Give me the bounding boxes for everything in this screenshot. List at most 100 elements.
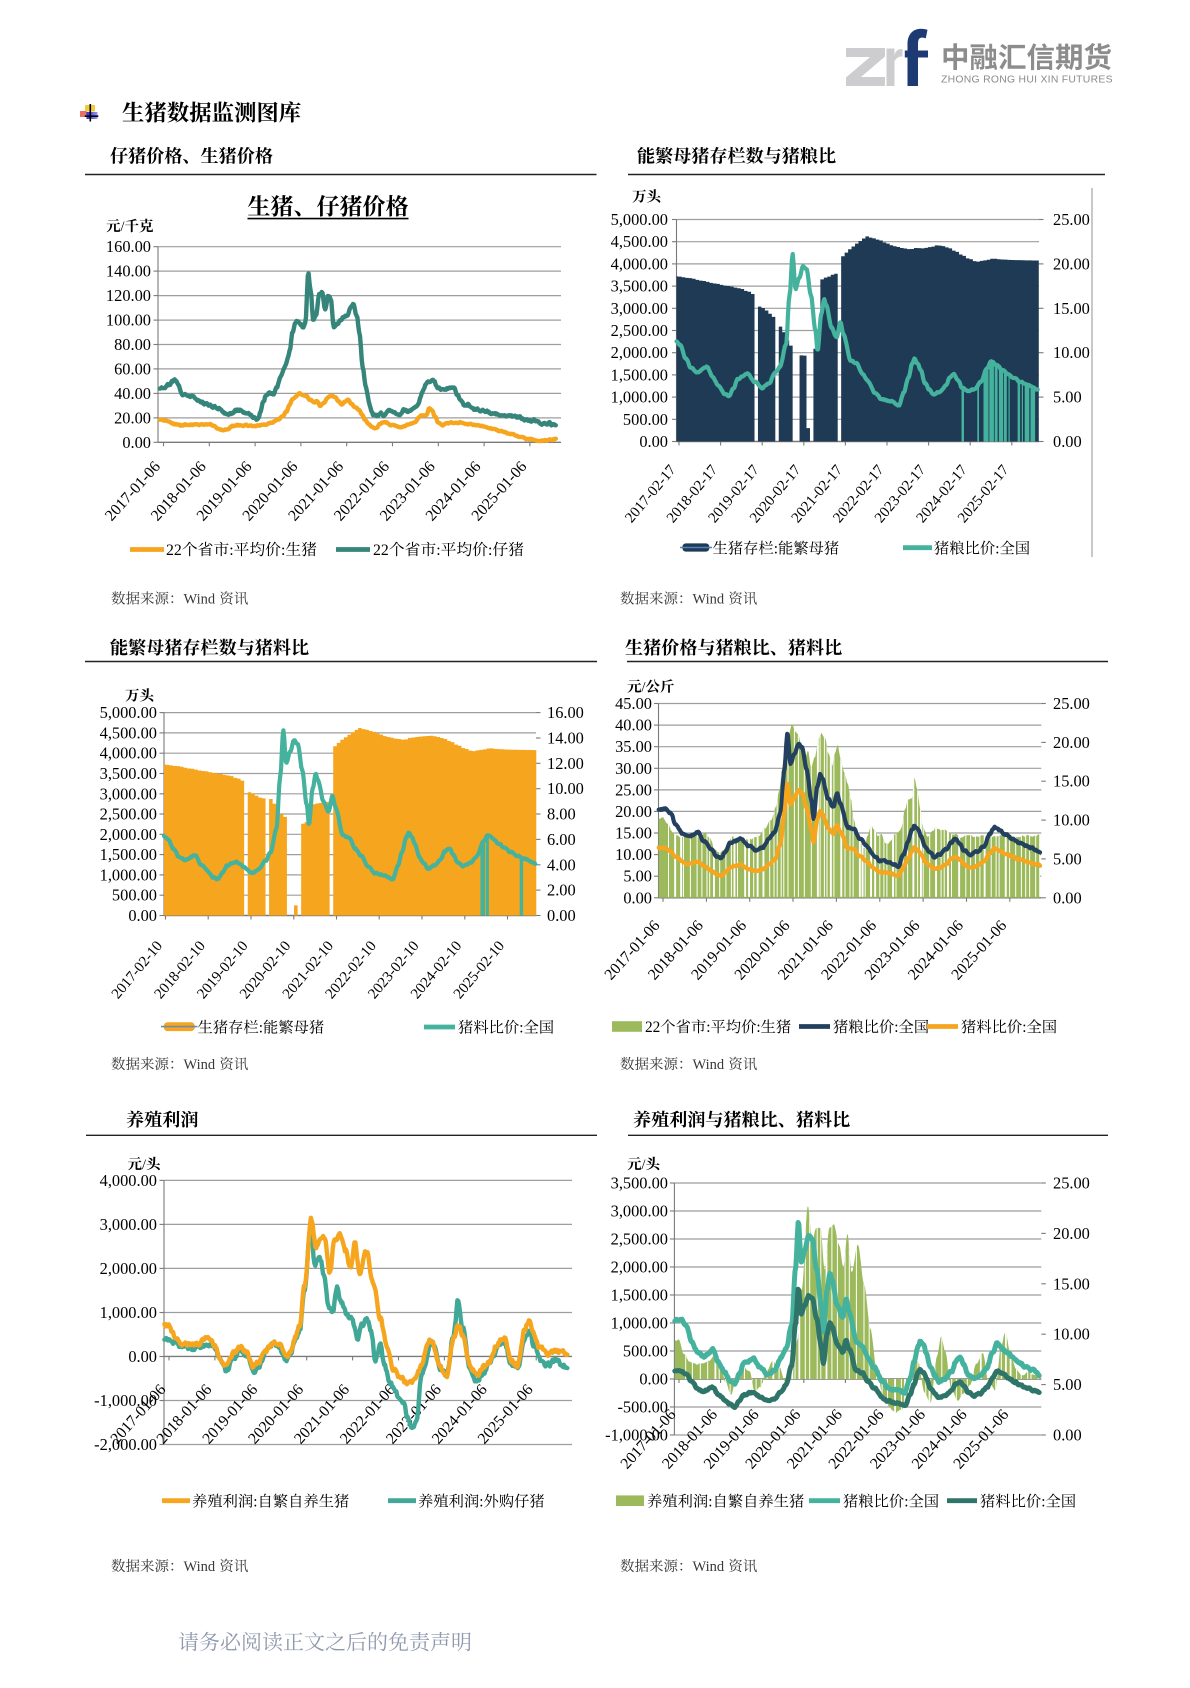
svg-text:500.00: 500.00	[112, 886, 157, 905]
svg-text:25.00: 25.00	[1053, 210, 1090, 229]
svg-text::: :	[488, 542, 492, 559]
svg-text::: :	[706, 1019, 710, 1036]
svg-text:3,500.00: 3,500.00	[611, 1174, 668, 1193]
svg-text:15.00: 15.00	[1053, 1274, 1090, 1293]
svg-text:80.00: 80.00	[114, 335, 151, 354]
svg-text:3,000.00: 3,000.00	[611, 299, 668, 318]
svg-text:4,000.00: 4,000.00	[100, 744, 157, 763]
svg-text:14.00: 14.00	[547, 729, 584, 748]
svg-text:6.00: 6.00	[547, 830, 576, 849]
svg-text:4,000.00: 4,000.00	[611, 254, 668, 273]
svg-text:Wind: Wind	[693, 1559, 725, 1575]
svg-text:0.00: 0.00	[623, 888, 652, 907]
svg-text:2,000.00: 2,000.00	[100, 1259, 157, 1278]
svg-text:/: /	[642, 1157, 647, 1173]
svg-text:40.00: 40.00	[615, 716, 652, 735]
svg-text:25.00: 25.00	[1053, 1174, 1090, 1193]
svg-text:20.00: 20.00	[1053, 1224, 1090, 1243]
svg-text:ZHONG RONG HUI XIN FUTURES: ZHONG RONG HUI XIN FUTURES	[941, 75, 1113, 86]
svg-text:0.00: 0.00	[639, 1370, 668, 1389]
svg-text::: :	[229, 542, 233, 559]
svg-text:/: /	[121, 219, 126, 235]
svg-text:-1,000.00: -1,000.00	[94, 1391, 157, 1410]
svg-text::: :	[281, 542, 285, 559]
svg-text:0.00: 0.00	[1053, 1426, 1082, 1445]
svg-text:20.00: 20.00	[615, 802, 652, 821]
svg-text:15.00: 15.00	[1053, 299, 1090, 318]
svg-text:15.00: 15.00	[615, 824, 652, 843]
svg-text:-2,000.00: -2,000.00	[94, 1435, 157, 1454]
svg-text:0.00: 0.00	[1053, 432, 1082, 451]
svg-text:40.00: 40.00	[114, 384, 151, 403]
svg-text:3,000.00: 3,000.00	[611, 1202, 668, 1221]
svg-text:1,000.00: 1,000.00	[100, 1303, 157, 1322]
svg-text:60.00: 60.00	[114, 359, 151, 378]
svg-text:4.00: 4.00	[547, 855, 576, 874]
svg-text:140.00: 140.00	[106, 262, 151, 281]
svg-text:Wind: Wind	[693, 592, 725, 608]
svg-text:30.00: 30.00	[615, 759, 652, 778]
svg-text::: :	[519, 1020, 523, 1037]
svg-text:/: /	[142, 1157, 147, 1173]
svg-text:3,000.00: 3,000.00	[100, 1215, 157, 1234]
svg-text::: :	[1022, 1019, 1026, 1036]
svg-text:1,500.00: 1,500.00	[611, 1286, 668, 1305]
svg-text:8.00: 8.00	[547, 805, 576, 824]
svg-text:45.00: 45.00	[615, 694, 652, 713]
svg-text:Wind: Wind	[693, 1057, 725, 1073]
svg-text:20.00: 20.00	[1053, 733, 1090, 752]
svg-text::: :	[479, 1494, 483, 1511]
svg-text:5.00: 5.00	[1053, 1375, 1082, 1394]
svg-text:4,500.00: 4,500.00	[100, 723, 157, 742]
svg-text::: :	[774, 541, 778, 558]
svg-text::: :	[1041, 1494, 1045, 1511]
svg-text:5.00: 5.00	[1053, 849, 1082, 868]
svg-text:160.00: 160.00	[106, 237, 151, 256]
svg-text:0.00: 0.00	[1053, 888, 1082, 907]
svg-text:Wind: Wind	[184, 592, 216, 608]
svg-text:20.00: 20.00	[1053, 254, 1090, 273]
svg-text:0.00: 0.00	[639, 432, 668, 451]
svg-text:22: 22	[645, 1019, 660, 1036]
svg-text:10.00: 10.00	[1053, 343, 1090, 362]
svg-text:10.00: 10.00	[1053, 1325, 1090, 1344]
svg-text:5.00: 5.00	[623, 867, 652, 886]
svg-text::: :	[756, 1019, 760, 1036]
svg-text::: :	[253, 1494, 257, 1511]
svg-text::: :	[894, 1019, 898, 1036]
svg-text:25.00: 25.00	[1053, 694, 1090, 713]
svg-text:500.00: 500.00	[623, 1342, 668, 1361]
svg-text:20.00: 20.00	[114, 408, 151, 427]
svg-text:2,000.00: 2,000.00	[611, 343, 668, 362]
svg-text:10.00: 10.00	[615, 845, 652, 864]
svg-text:120.00: 120.00	[106, 286, 151, 305]
svg-text:/: /	[642, 680, 647, 696]
svg-text:0.00: 0.00	[122, 433, 151, 452]
svg-text:2,000.00: 2,000.00	[611, 1258, 668, 1277]
svg-text:5.00: 5.00	[1053, 388, 1082, 407]
svg-text:22: 22	[166, 542, 182, 559]
svg-text::: :	[904, 1494, 908, 1511]
svg-text:100.00: 100.00	[106, 311, 151, 330]
svg-text:4,500.00: 4,500.00	[611, 232, 668, 251]
svg-text:500.00: 500.00	[623, 410, 668, 429]
svg-text:Wind: Wind	[184, 1057, 216, 1073]
svg-text::: :	[708, 1494, 712, 1511]
svg-text::: :	[995, 541, 999, 558]
svg-text:2,500.00: 2,500.00	[100, 805, 157, 824]
svg-text:22: 22	[373, 542, 389, 559]
svg-text:10.00: 10.00	[547, 779, 584, 798]
svg-text:1,000.00: 1,000.00	[611, 388, 668, 407]
svg-text:3,500.00: 3,500.00	[611, 277, 668, 296]
svg-text:2,000.00: 2,000.00	[100, 825, 157, 844]
svg-text:3,500.00: 3,500.00	[100, 764, 157, 783]
svg-text:0.00: 0.00	[128, 906, 157, 925]
svg-text:1,000.00: 1,000.00	[611, 1314, 668, 1333]
svg-text:25.00: 25.00	[615, 780, 652, 799]
svg-text::: :	[259, 1020, 263, 1037]
svg-text:0.00: 0.00	[128, 1347, 157, 1366]
svg-text:-500.00: -500.00	[617, 1398, 668, 1417]
svg-text:3,000.00: 3,000.00	[100, 784, 157, 803]
svg-text:2,500.00: 2,500.00	[611, 1230, 668, 1249]
svg-text:2.00: 2.00	[547, 881, 576, 900]
